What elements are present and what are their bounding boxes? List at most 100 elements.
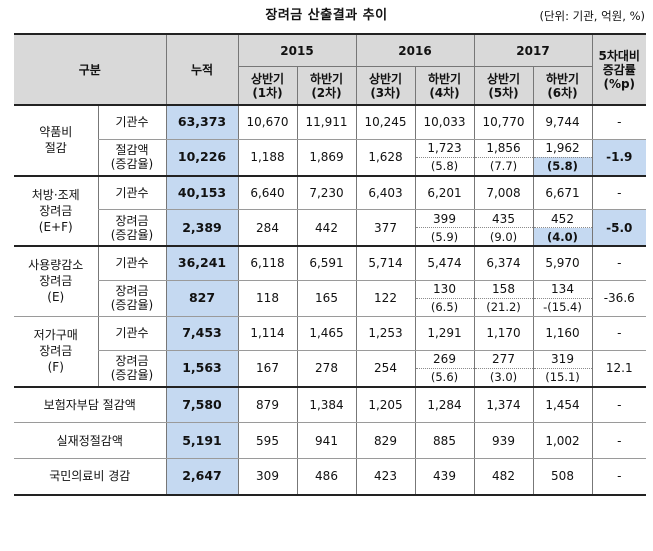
value-cell: 941 — [296, 422, 356, 459]
value-cell: 1,869 — [296, 139, 356, 177]
value-cell: 1,188 — [237, 139, 297, 177]
rate-cell: (5.6) — [414, 367, 474, 388]
row-label: 절감액 (증감율) — [97, 139, 166, 177]
cumulative-cell: 63,373 — [165, 105, 238, 140]
value-cell: 254 — [355, 350, 415, 388]
cumulative-cell: 7,453 — [165, 316, 238, 351]
value-cell: 5,714 — [355, 246, 415, 281]
change-cell: - — [591, 246, 646, 281]
value-cell: 9,744 — [532, 105, 592, 140]
header-period: 상반기 (3차) — [355, 66, 415, 106]
header-year-2016: 2016 — [355, 33, 474, 67]
cumulative-cell: 40,153 — [165, 175, 238, 210]
value-cell: 7,230 — [296, 175, 356, 210]
header-change: 5차대비 증감률 (%p) — [591, 33, 646, 106]
rate-cell: (7.7) — [473, 156, 533, 177]
change-cell: - — [591, 458, 646, 496]
value-cell: 508 — [532, 458, 592, 496]
value-cell: 122 — [355, 280, 415, 317]
value-cell: 158 — [473, 280, 533, 298]
change-cell: - — [591, 175, 646, 210]
value-cell: 1,384 — [296, 386, 356, 423]
row-label: 기관수 — [97, 175, 166, 210]
value-cell: 1,962 — [532, 139, 592, 157]
value-cell: 10,033 — [414, 105, 474, 140]
change-cell: - — [591, 422, 646, 459]
rate-cell: (9.0) — [473, 227, 533, 247]
value-cell: 1,002 — [532, 422, 592, 459]
cumulative-cell: 1,563 — [165, 350, 238, 388]
group-label: 약품비 절감 — [14, 105, 98, 177]
cumulative-cell: 10,226 — [165, 139, 238, 177]
row-label: 장려금 (증감율) — [97, 209, 166, 247]
rate-cell: (15.1) — [532, 367, 592, 388]
value-cell: 277 — [473, 350, 533, 368]
header-change-line3: (%p) — [603, 76, 636, 91]
change-cell: -36.6 — [591, 280, 646, 317]
value-cell: 1,284 — [414, 386, 474, 423]
value-cell: 10,670 — [237, 105, 297, 140]
rate-cell: (6.5) — [414, 297, 474, 317]
rate-cell: (21.2) — [473, 297, 533, 317]
value-cell: 118 — [237, 280, 297, 317]
value-cell: 11,911 — [296, 105, 356, 140]
cumulative-cell: 2,647 — [165, 458, 238, 496]
value-cell: 6,403 — [355, 175, 415, 210]
header-period: 하반기 (2차) — [296, 66, 356, 106]
header-period: 하반기 (4차) — [414, 66, 474, 106]
header-period: 상반기 (1차) — [237, 66, 297, 106]
value-cell: 1,253 — [355, 316, 415, 351]
value-cell: 284 — [237, 209, 297, 247]
rate-cell: (5.9) — [414, 227, 474, 247]
value-cell: 1,374 — [473, 386, 533, 423]
value-cell: 1,454 — [532, 386, 592, 423]
rate-cell: -(15.4) — [532, 297, 592, 317]
cumulative-cell: 2,389 — [165, 209, 238, 247]
value-cell: 5,474 — [414, 246, 474, 281]
value-cell: 1,465 — [296, 316, 356, 351]
value-cell: 1,291 — [414, 316, 474, 351]
header-year-2015: 2015 — [237, 33, 356, 67]
table-title: 장려금 산출결과 추이 — [265, 8, 388, 23]
value-cell: 486 — [296, 458, 356, 496]
row-label: 기관수 — [97, 246, 166, 281]
total-label: 실재정절감액 — [14, 422, 166, 459]
group-label: 사용량감소 장려금 (E) — [14, 246, 98, 317]
value-cell: 1,160 — [532, 316, 592, 351]
value-cell: 435 — [473, 209, 533, 228]
value-cell: 6,118 — [237, 246, 297, 281]
header-period: 하반기 (6차) — [532, 66, 592, 106]
value-cell: 1,856 — [473, 139, 533, 157]
value-cell: 879 — [237, 386, 297, 423]
value-cell: 1,205 — [355, 386, 415, 423]
cumulative-cell: 7,580 — [165, 386, 238, 423]
rate-cell: (5.8) — [532, 156, 592, 177]
value-cell: 1,114 — [237, 316, 297, 351]
header-change-line2: 증감률 — [602, 62, 636, 77]
header-change-line1: 5차대비 — [598, 48, 640, 63]
row-label: 기관수 — [97, 316, 166, 351]
cumulative-cell: 5,191 — [165, 422, 238, 459]
value-cell: 939 — [473, 422, 533, 459]
rate-cell: (5.8) — [414, 156, 474, 177]
value-cell: 134 — [532, 280, 592, 298]
group-label: 처방·조제 장려금 (E+F) — [14, 175, 98, 247]
value-cell: 377 — [355, 209, 415, 247]
change-cell: - — [591, 386, 646, 423]
header-category: 구분 — [14, 33, 166, 106]
value-cell: 6,591 — [296, 246, 356, 281]
value-cell: 439 — [414, 458, 474, 496]
value-cell: 269 — [414, 350, 474, 368]
row-label: 장려금 (증감율) — [97, 350, 166, 388]
incentive-table: 구분 누적 2015 2016 2017 5차대비 증감률 (%p) 상반기 (1… — [14, 33, 646, 496]
value-cell: 5,970 — [532, 246, 592, 281]
rate-cell: (4.0) — [532, 227, 592, 247]
change-cell: - — [591, 316, 646, 351]
cumulative-cell: 827 — [165, 280, 238, 317]
value-cell: 595 — [237, 422, 297, 459]
header-year-2017: 2017 — [473, 33, 592, 67]
value-cell: 1,723 — [414, 139, 474, 157]
value-cell: 10,245 — [355, 105, 415, 140]
cumulative-cell: 36,241 — [165, 246, 238, 281]
value-cell: 423 — [355, 458, 415, 496]
